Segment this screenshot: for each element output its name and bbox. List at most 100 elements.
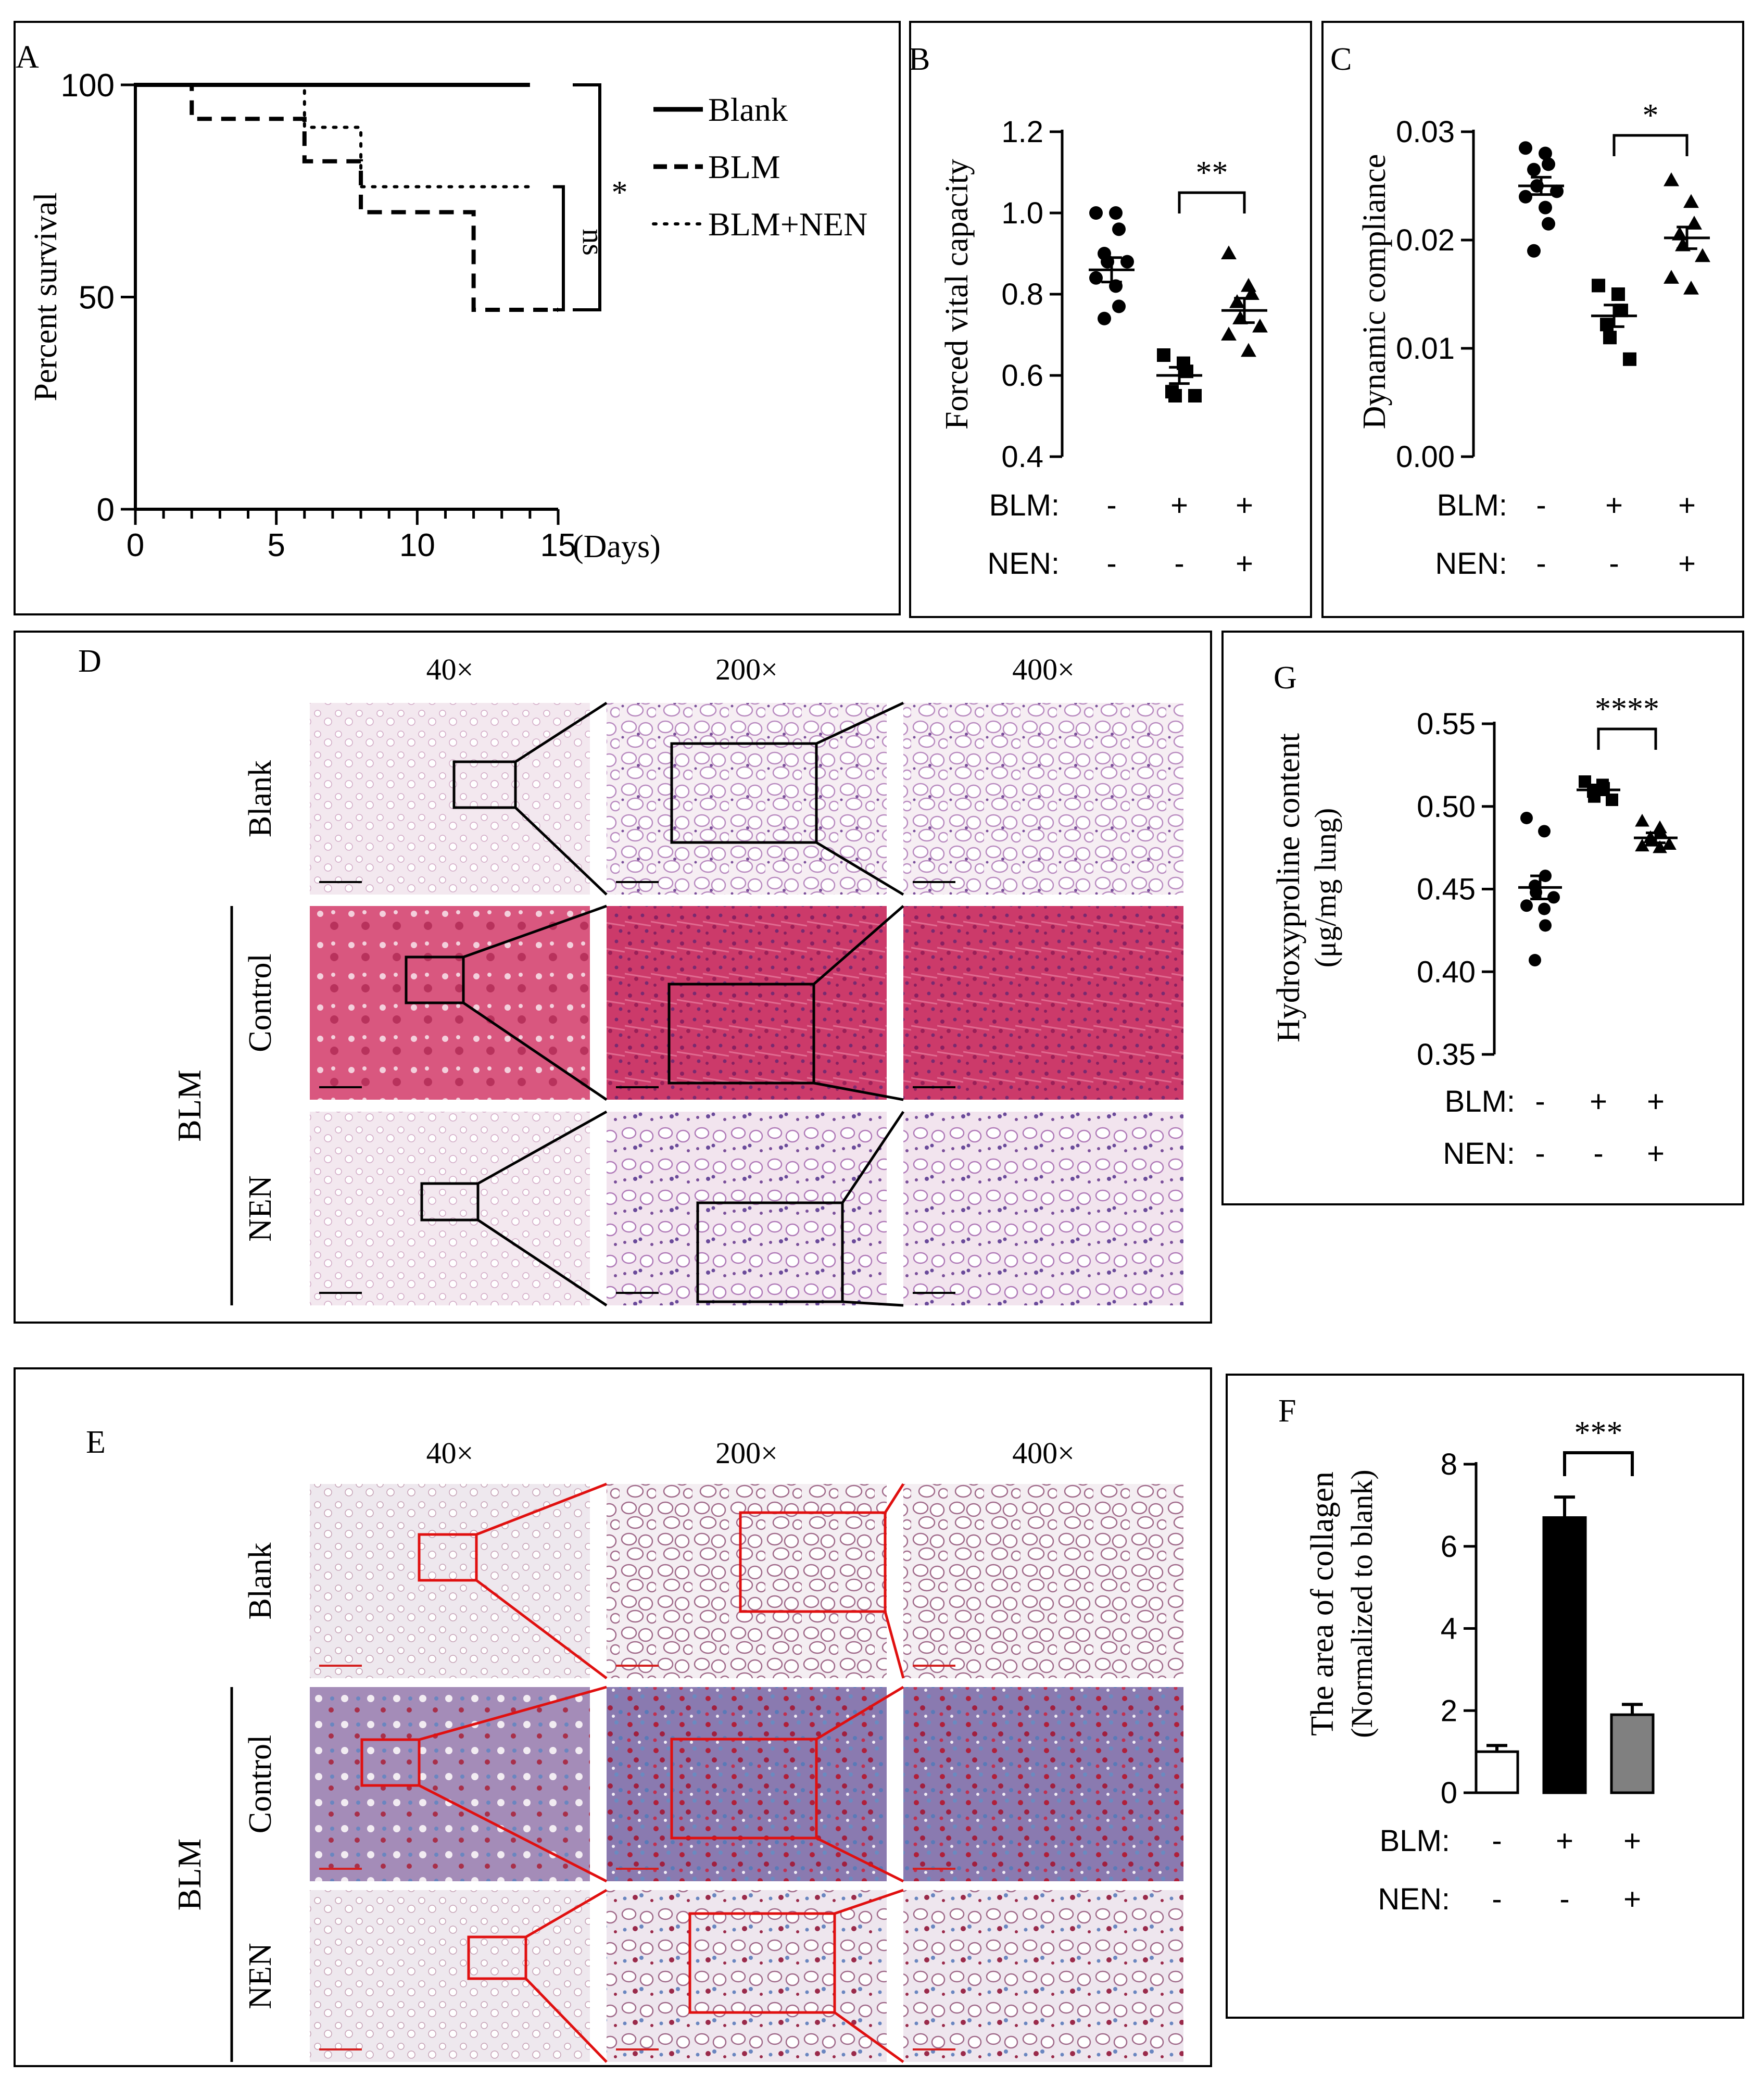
zoom-connector [884, 1611, 905, 1679]
x-tick-label: 15 [540, 527, 576, 563]
y-axis-label: The area of collagen [1305, 1471, 1340, 1736]
y-tick-label: 0.40 [1417, 955, 1476, 989]
micrograph-tile [903, 1687, 1183, 1881]
row-label: NEN [243, 1943, 278, 2009]
data-point [1112, 299, 1126, 313]
data-point [1664, 270, 1679, 284]
legend-label: Blank [708, 91, 788, 128]
group-label: BLM [171, 1070, 208, 1142]
row-label: Blank [243, 1542, 278, 1619]
y-tick-label: 0.50 [1417, 790, 1476, 824]
zoom-box [418, 1533, 478, 1582]
micrograph-tile [607, 1112, 887, 1305]
treatment-sign: - [1559, 1882, 1569, 1916]
treatment-sign: + [1556, 1824, 1573, 1858]
zoom-connector [525, 1978, 608, 2063]
zoom-box [420, 1182, 480, 1222]
row-label: Control [243, 1735, 278, 1833]
micrograph-tile [607, 703, 887, 895]
data-point [1529, 954, 1541, 967]
treatment-sign: - [1535, 1085, 1545, 1118]
x-tick-label: 0 [127, 527, 144, 563]
data-point [1695, 248, 1710, 262]
data-point [1089, 271, 1103, 285]
treatment-label: NEN: [1443, 1137, 1515, 1171]
data-point [1229, 294, 1245, 308]
data-point [1520, 811, 1533, 824]
data-point [1542, 217, 1555, 231]
data-point [1547, 891, 1560, 904]
magnification-label: 200× [715, 1436, 778, 1470]
treatment-sign: - [1593, 1137, 1603, 1171]
zoom-connector [477, 1218, 608, 1307]
zoom-box [452, 760, 517, 809]
data-point [1539, 919, 1552, 932]
treatment-sign: + [1623, 1824, 1641, 1858]
data-point [1168, 389, 1182, 402]
zoom-box [696, 1201, 844, 1303]
treatment-sign: + [1647, 1137, 1665, 1171]
data-point [1664, 172, 1679, 186]
zoom-connector [813, 905, 904, 985]
treatment-sign: - [1174, 547, 1184, 581]
zoom-box [670, 1738, 818, 1840]
x-axis-label: (Days) [573, 529, 661, 564]
data-point [1539, 200, 1552, 215]
data-point [1188, 389, 1202, 402]
y-axis-label-unit: (μg/mg lung) [1308, 808, 1342, 968]
significance-label: ** [1196, 155, 1228, 191]
zoom-connector [419, 1685, 607, 1741]
y-tick-label: 0 [1441, 1776, 1457, 1810]
y-tick-label: 2 [1441, 1694, 1457, 1728]
data-point [1520, 899, 1533, 912]
data-point [1662, 837, 1677, 850]
data-point [1683, 194, 1699, 208]
zoom-connector [462, 1001, 608, 1101]
y-tick-label: 50 [79, 280, 115, 316]
data-point [1592, 279, 1605, 293]
y-tick-label: 0.03 [1396, 115, 1455, 149]
zoom-connector [884, 1483, 905, 1514]
x-tick-label: 5 [267, 527, 285, 563]
y-tick-label: 0.45 [1417, 873, 1476, 907]
y-tick-label: 1.0 [1001, 196, 1043, 230]
micrograph-tile [310, 1890, 590, 2062]
panel-d-label: D [78, 644, 102, 679]
micrograph-tile [903, 1890, 1183, 2062]
micrograph-tile [903, 1112, 1183, 1305]
data-point [1600, 318, 1614, 332]
magnification-label: 40× [426, 652, 474, 686]
treatment-label: NEN: [1435, 547, 1507, 581]
collagen-area-chart: 0 2 4 6 8 The area of collagen (Normalized to … [1305, 1415, 1655, 1916]
row-label: Control [243, 953, 278, 1052]
zoom-box [467, 1935, 527, 1980]
magnification-label: 400× [1012, 1436, 1075, 1470]
treatment-sign: + [1678, 547, 1696, 581]
data-point [1539, 146, 1552, 160]
treatment-sign: + [1590, 1085, 1607, 1118]
significance-label: *** [1574, 1415, 1623, 1451]
zoom-connector [815, 841, 904, 896]
treatment-label: BLM: [989, 488, 1060, 522]
group-label: BLM [171, 1839, 208, 1911]
bar [1542, 1516, 1587, 1794]
panel-b-frame [909, 21, 1312, 618]
zoom-connector [841, 1111, 905, 1204]
treatment-sign: + [1623, 1882, 1641, 1916]
zoom-connector [834, 1889, 904, 1915]
panel-d-frame [14, 631, 1212, 1324]
data-point [1098, 311, 1111, 325]
data-point [1635, 813, 1649, 827]
significance-label: **** [1595, 691, 1659, 727]
micrograph-tile [310, 703, 590, 895]
y-tick-label: 0.35 [1417, 1038, 1476, 1072]
treatment-sign: - [1609, 547, 1619, 581]
treatment-label: BLM: [1380, 1824, 1450, 1858]
data-point [1221, 245, 1237, 260]
bar [1610, 1713, 1655, 1794]
series-line-blm [135, 83, 558, 312]
treatment-sign: - [1106, 547, 1116, 581]
significance-bracket [1178, 191, 1246, 213]
zoom-connector [842, 1300, 904, 1307]
